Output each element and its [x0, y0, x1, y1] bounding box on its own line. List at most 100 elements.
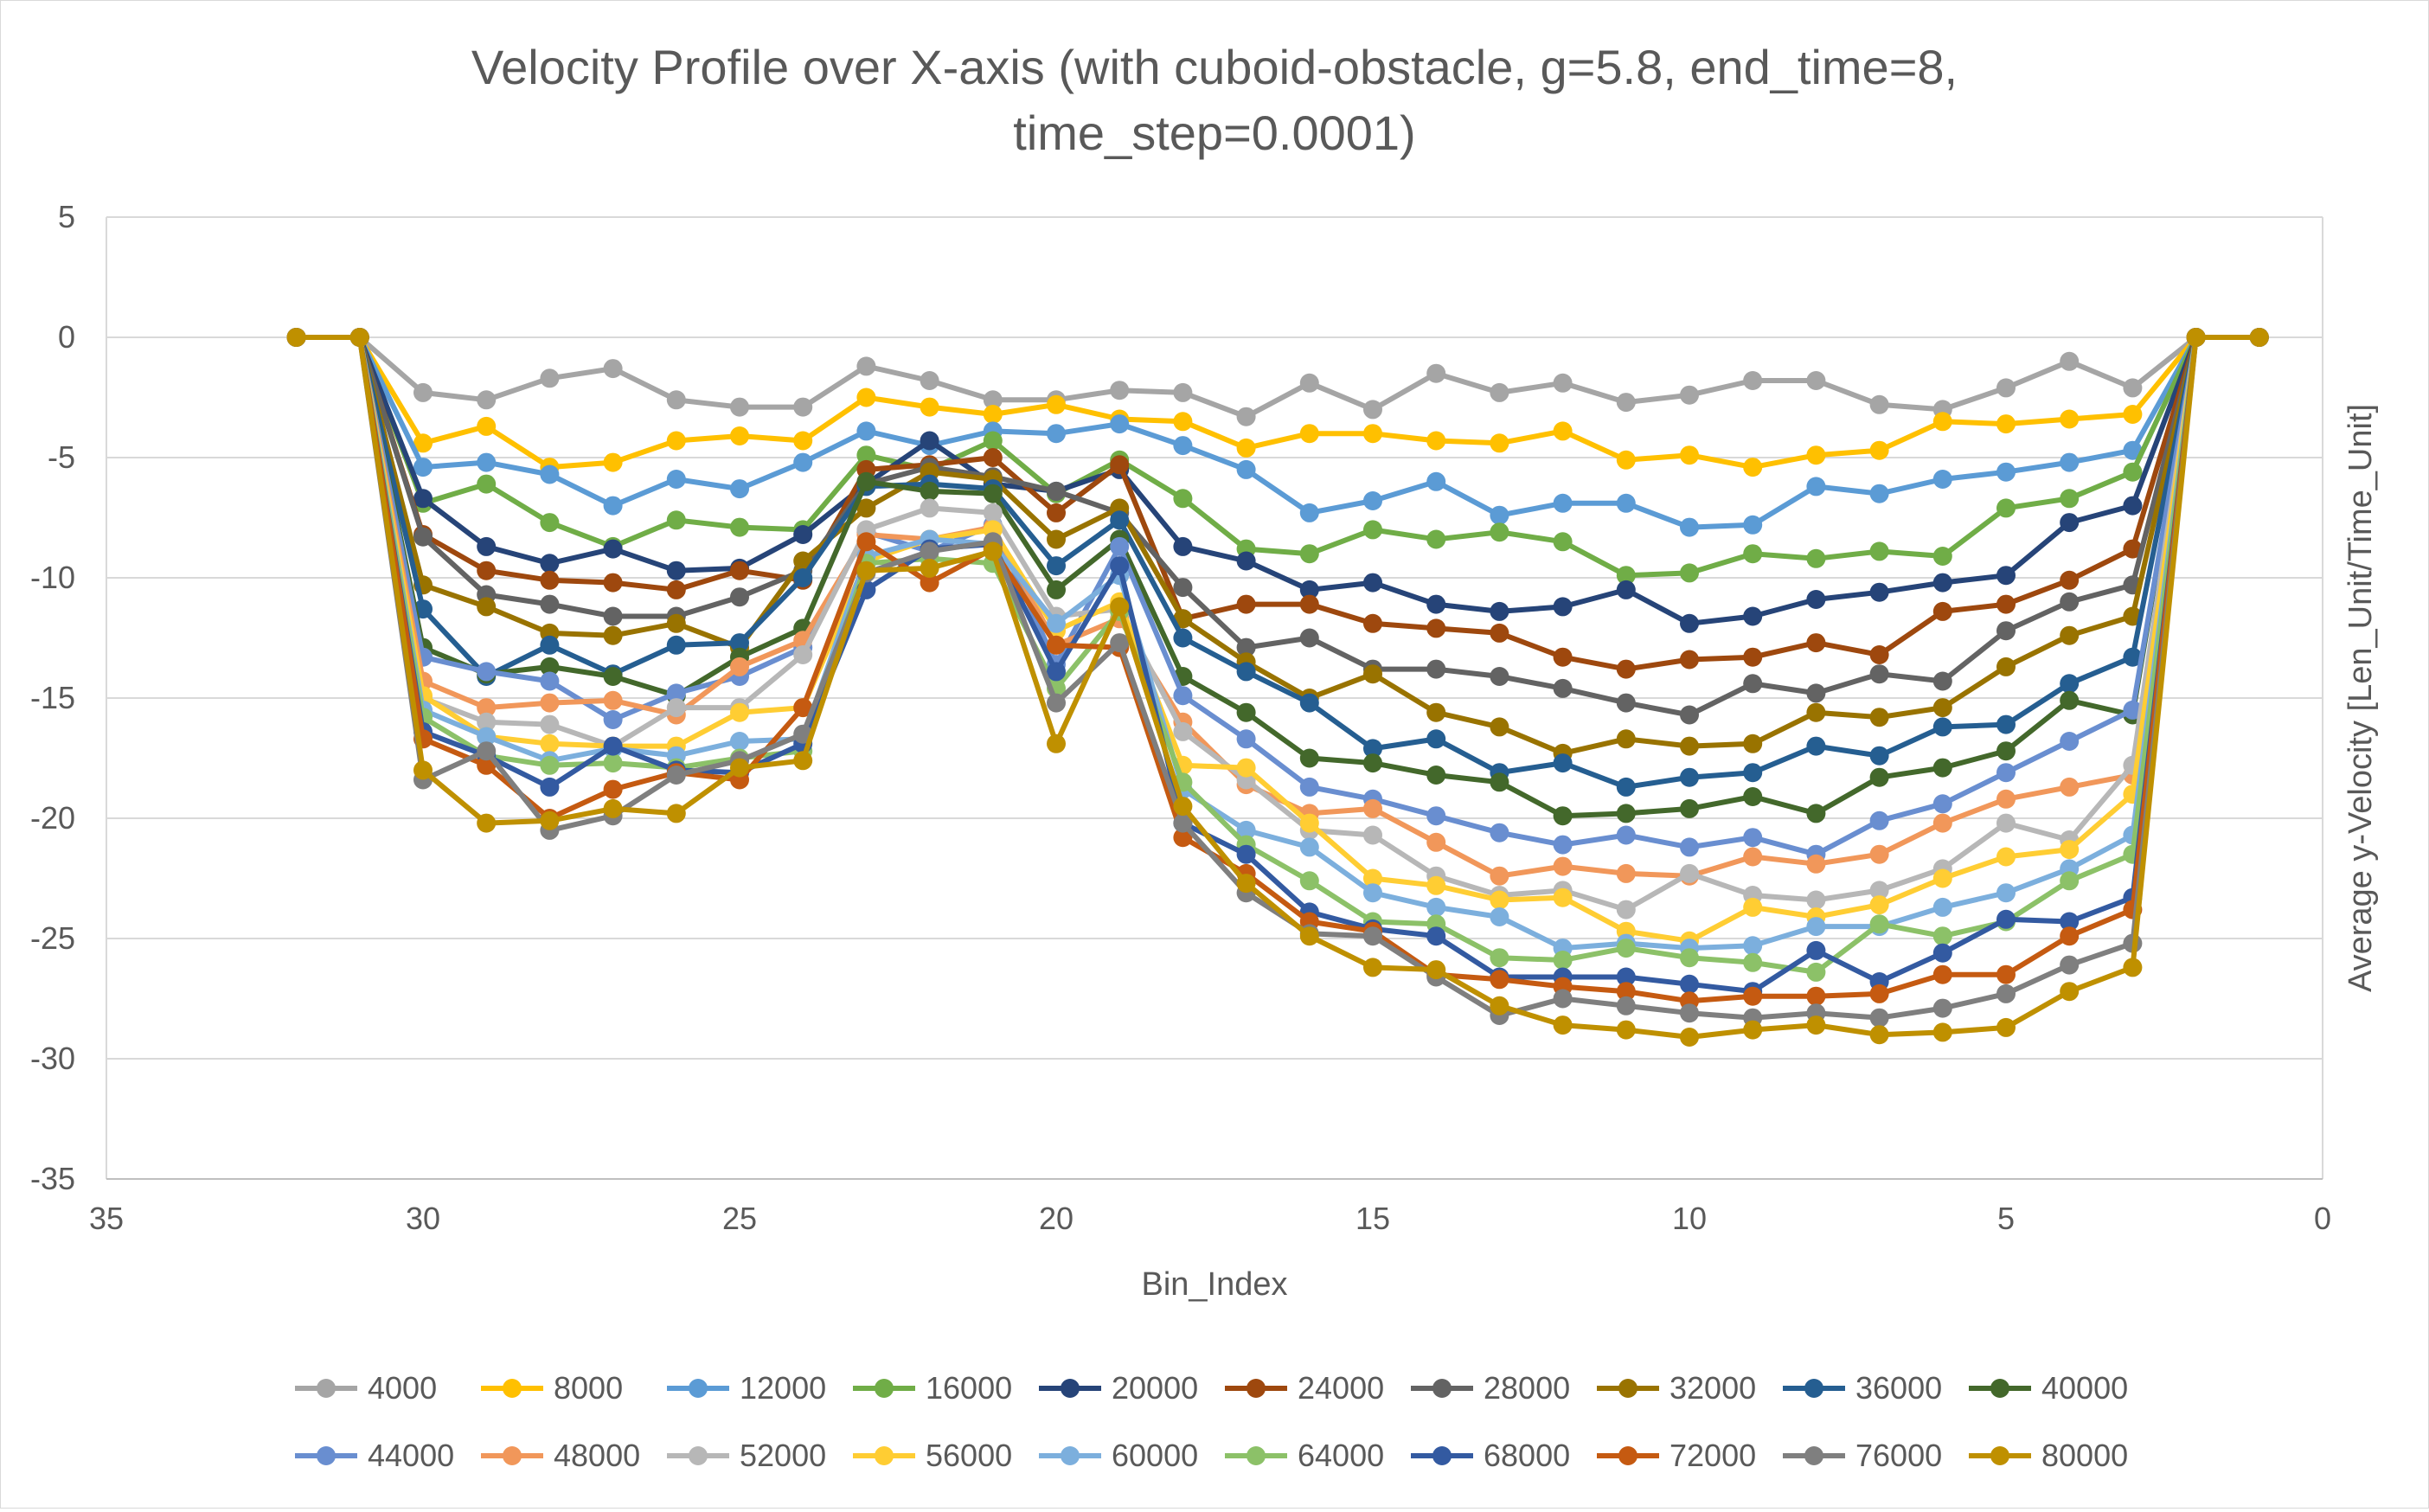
- data-point: [1490, 433, 1509, 453]
- legend-marker: [689, 1379, 708, 1398]
- data-point: [603, 798, 623, 818]
- data-point: [1932, 671, 1952, 691]
- legend-marker: [317, 1379, 336, 1398]
- legend-marker: [1618, 1379, 1637, 1398]
- data-point: [540, 755, 560, 775]
- legend-label: 16000: [926, 1370, 1012, 1406]
- data-point: [920, 558, 939, 578]
- data-point: [1680, 837, 1699, 857]
- legend-item: 12000: [667, 1370, 826, 1406]
- legend-item: 80000: [1969, 1438, 2128, 1473]
- data-point: [2060, 777, 2080, 797]
- data-point: [603, 710, 623, 729]
- data-point: [1363, 753, 1382, 773]
- data-point: [1806, 962, 1826, 982]
- data-point: [1110, 597, 1130, 617]
- data-point: [793, 431, 813, 451]
- data-point: [1680, 1003, 1699, 1023]
- data-point: [1996, 566, 2016, 586]
- data-point: [2060, 871, 2080, 891]
- data-point: [920, 431, 939, 451]
- data-point: [1869, 844, 1889, 864]
- legend-label: 36000: [1855, 1370, 1942, 1406]
- data-point: [1047, 481, 1066, 501]
- data-point: [1680, 650, 1699, 670]
- data-point: [1996, 621, 2016, 641]
- data-point: [1806, 633, 1826, 653]
- data-point: [1869, 767, 1889, 787]
- legend-item: 76000: [1783, 1438, 1942, 1473]
- data-point: [1932, 897, 1952, 917]
- series-line: [296, 335, 2259, 995]
- series-4000: [286, 328, 2269, 426]
- data-point: [856, 356, 876, 376]
- data-point: [1806, 940, 1826, 960]
- data-point: [1680, 705, 1699, 725]
- series-line: [296, 335, 2259, 790]
- x-tick-label: 5: [1997, 1201, 2015, 1236]
- data-point: [1236, 729, 1256, 749]
- data-point: [1426, 471, 1446, 491]
- data-point: [856, 471, 876, 491]
- y-tick-label: -15: [30, 680, 75, 715]
- data-point: [1616, 863, 1636, 883]
- data-point: [2123, 958, 2143, 977]
- data-point: [1743, 828, 1763, 848]
- legend-marker: [1804, 1379, 1823, 1398]
- data-point: [540, 693, 560, 713]
- data-point: [793, 751, 813, 771]
- data-point: [1173, 436, 1193, 456]
- data-point: [477, 597, 497, 617]
- data-point: [856, 532, 876, 552]
- data-point: [1110, 381, 1130, 400]
- y-tick-label: -20: [30, 800, 75, 836]
- series-line: [296, 335, 2259, 944]
- data-point: [477, 712, 497, 732]
- data-point: [666, 580, 686, 599]
- legend-item: 36000: [1783, 1370, 1942, 1406]
- data-point: [1869, 541, 1889, 561]
- series-line: [296, 335, 2259, 718]
- data-point: [1110, 510, 1130, 530]
- data-point: [1363, 573, 1382, 593]
- data-point: [1299, 837, 1319, 857]
- data-point: [730, 517, 749, 537]
- data-point: [1680, 517, 1699, 537]
- series-80000: [286, 328, 2269, 1047]
- data-point: [1363, 613, 1382, 633]
- data-point: [1869, 810, 1889, 830]
- data-point: [1680, 1028, 1699, 1047]
- data-point: [2186, 328, 2206, 347]
- data-point: [2123, 440, 2143, 460]
- data-point: [1426, 529, 1446, 549]
- data-point: [1743, 897, 1763, 917]
- data-point: [1173, 489, 1193, 509]
- data-point: [1363, 664, 1382, 684]
- data-point: [477, 474, 497, 494]
- data-point: [1173, 412, 1193, 432]
- data-point: [1743, 371, 1763, 390]
- data-point: [1363, 958, 1382, 977]
- data-point: [1616, 450, 1636, 470]
- legend: 4000 8000 12000 16000 20000 24000 28000 32000 36…: [295, 1370, 2128, 1473]
- data-point: [1869, 1008, 1889, 1028]
- data-point: [1490, 623, 1509, 643]
- data-point: [1299, 871, 1319, 891]
- data-point: [793, 452, 813, 472]
- legend-label: 72000: [1670, 1438, 1756, 1473]
- data-point: [1047, 503, 1066, 522]
- data-point: [1680, 563, 1699, 583]
- data-point: [1490, 907, 1509, 926]
- data-point: [1932, 794, 1952, 814]
- data-point: [1299, 813, 1319, 833]
- data-point: [1616, 825, 1636, 845]
- data-point: [2123, 462, 2143, 482]
- data-point: [856, 561, 876, 580]
- legend-label: 56000: [926, 1438, 1012, 1473]
- data-point: [1173, 797, 1193, 817]
- legend-label: 4000: [368, 1370, 437, 1406]
- data-point: [793, 551, 813, 571]
- legend-item: 16000: [853, 1370, 1012, 1406]
- data-point: [1806, 371, 1826, 390]
- data-point: [603, 539, 623, 559]
